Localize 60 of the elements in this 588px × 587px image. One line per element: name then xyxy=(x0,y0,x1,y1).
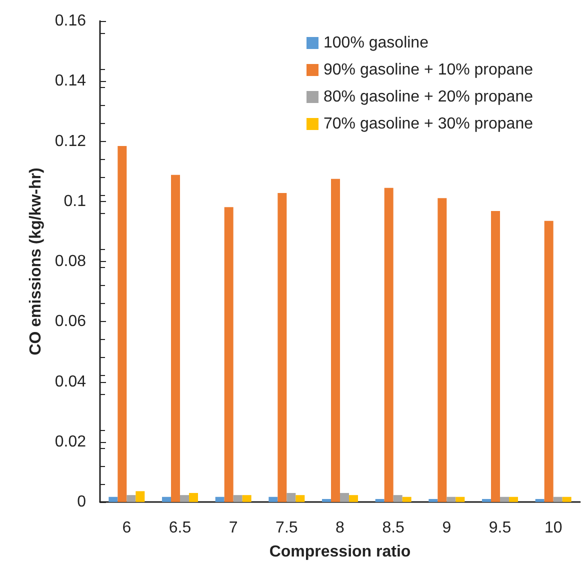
bar xyxy=(402,496,412,502)
bar xyxy=(224,207,234,502)
bar xyxy=(340,492,349,502)
y-tick-label: 0.12 xyxy=(54,132,86,150)
bar xyxy=(349,495,358,502)
bar xyxy=(180,495,189,502)
bar xyxy=(456,496,465,502)
bar xyxy=(108,496,118,502)
y-tick-label: 0 xyxy=(77,494,86,510)
y-axis-title: CO emissions (kg/kw-hr) xyxy=(27,168,44,356)
x-tick-label: 7.5 xyxy=(276,520,298,536)
y-tick-label: 0.02 xyxy=(54,433,86,450)
legend-label: 80% gasoline + 20% propane xyxy=(324,88,534,106)
bar xyxy=(428,498,438,502)
x-tick-label: 9.5 xyxy=(488,520,512,536)
y-tick-label: 0.04 xyxy=(54,373,86,390)
bar xyxy=(562,496,572,502)
y-tick-label: 0.16 xyxy=(54,12,86,30)
bar xyxy=(384,188,394,502)
x-tick-label: 10 xyxy=(544,520,562,536)
bar xyxy=(286,492,296,502)
x-tick-label: 9 xyxy=(442,520,452,536)
x-tick-label: 8.5 xyxy=(382,520,405,536)
bar xyxy=(189,492,198,502)
legend-label: 70% gasoline + 30% propane xyxy=(324,116,534,132)
bar xyxy=(162,496,171,502)
x-tick-label: 6 xyxy=(122,520,132,536)
x-tick-label: 8 xyxy=(336,520,345,536)
bar xyxy=(215,496,224,502)
bar xyxy=(322,498,331,502)
legend-label: 100% gasoline xyxy=(324,34,429,52)
bar xyxy=(509,496,518,502)
bar xyxy=(544,220,554,502)
bar xyxy=(375,498,384,502)
bar xyxy=(118,146,127,502)
bar xyxy=(268,496,278,502)
bar xyxy=(126,495,136,502)
bar xyxy=(535,498,544,502)
x-tick-label: 7 xyxy=(228,520,238,536)
y-tick-label: 0.14 xyxy=(54,72,86,90)
bar xyxy=(553,496,562,502)
bar xyxy=(446,496,456,502)
bar xyxy=(233,495,242,502)
bar xyxy=(482,498,491,502)
y-tick-label: 0.08 xyxy=(54,253,86,270)
y-tick-label: 0.1 xyxy=(64,192,86,210)
bar xyxy=(242,495,252,502)
bar xyxy=(331,178,340,502)
bar xyxy=(491,210,500,502)
bar xyxy=(171,174,180,502)
bar xyxy=(136,491,145,502)
bar xyxy=(393,495,402,502)
bar xyxy=(438,198,447,502)
bar xyxy=(296,495,305,502)
bar xyxy=(278,192,287,502)
y-tick-label: 0.06 xyxy=(54,313,86,330)
x-axis-title: Compression ratio xyxy=(269,544,411,560)
x-tick-label: 6.5 xyxy=(168,520,192,536)
legend-label: 90% gasoline + 10% propane xyxy=(324,62,534,78)
bar xyxy=(500,496,509,502)
